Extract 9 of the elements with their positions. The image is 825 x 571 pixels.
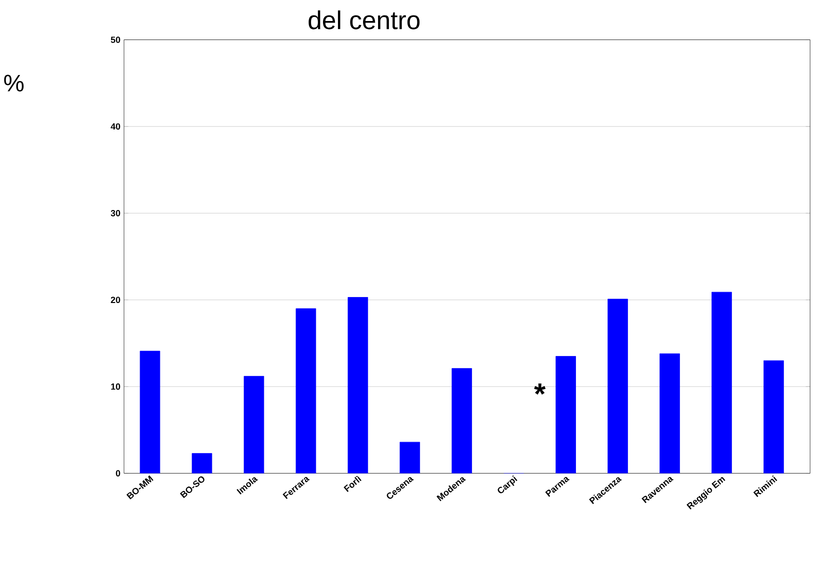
y-tick-label: 10	[111, 384, 120, 390]
y-tick-label: 30	[110, 210, 120, 216]
y-tick-label: 0	[116, 470, 120, 477]
y-axis-title: %	[4, 74, 24, 92]
annotation: *	[534, 384, 546, 395]
y-tick-label: 50	[110, 36, 120, 44]
y-tick-label: 40	[110, 123, 120, 130]
chart-title: del centro	[308, 10, 420, 30]
y-tick-label: 20	[110, 296, 120, 304]
